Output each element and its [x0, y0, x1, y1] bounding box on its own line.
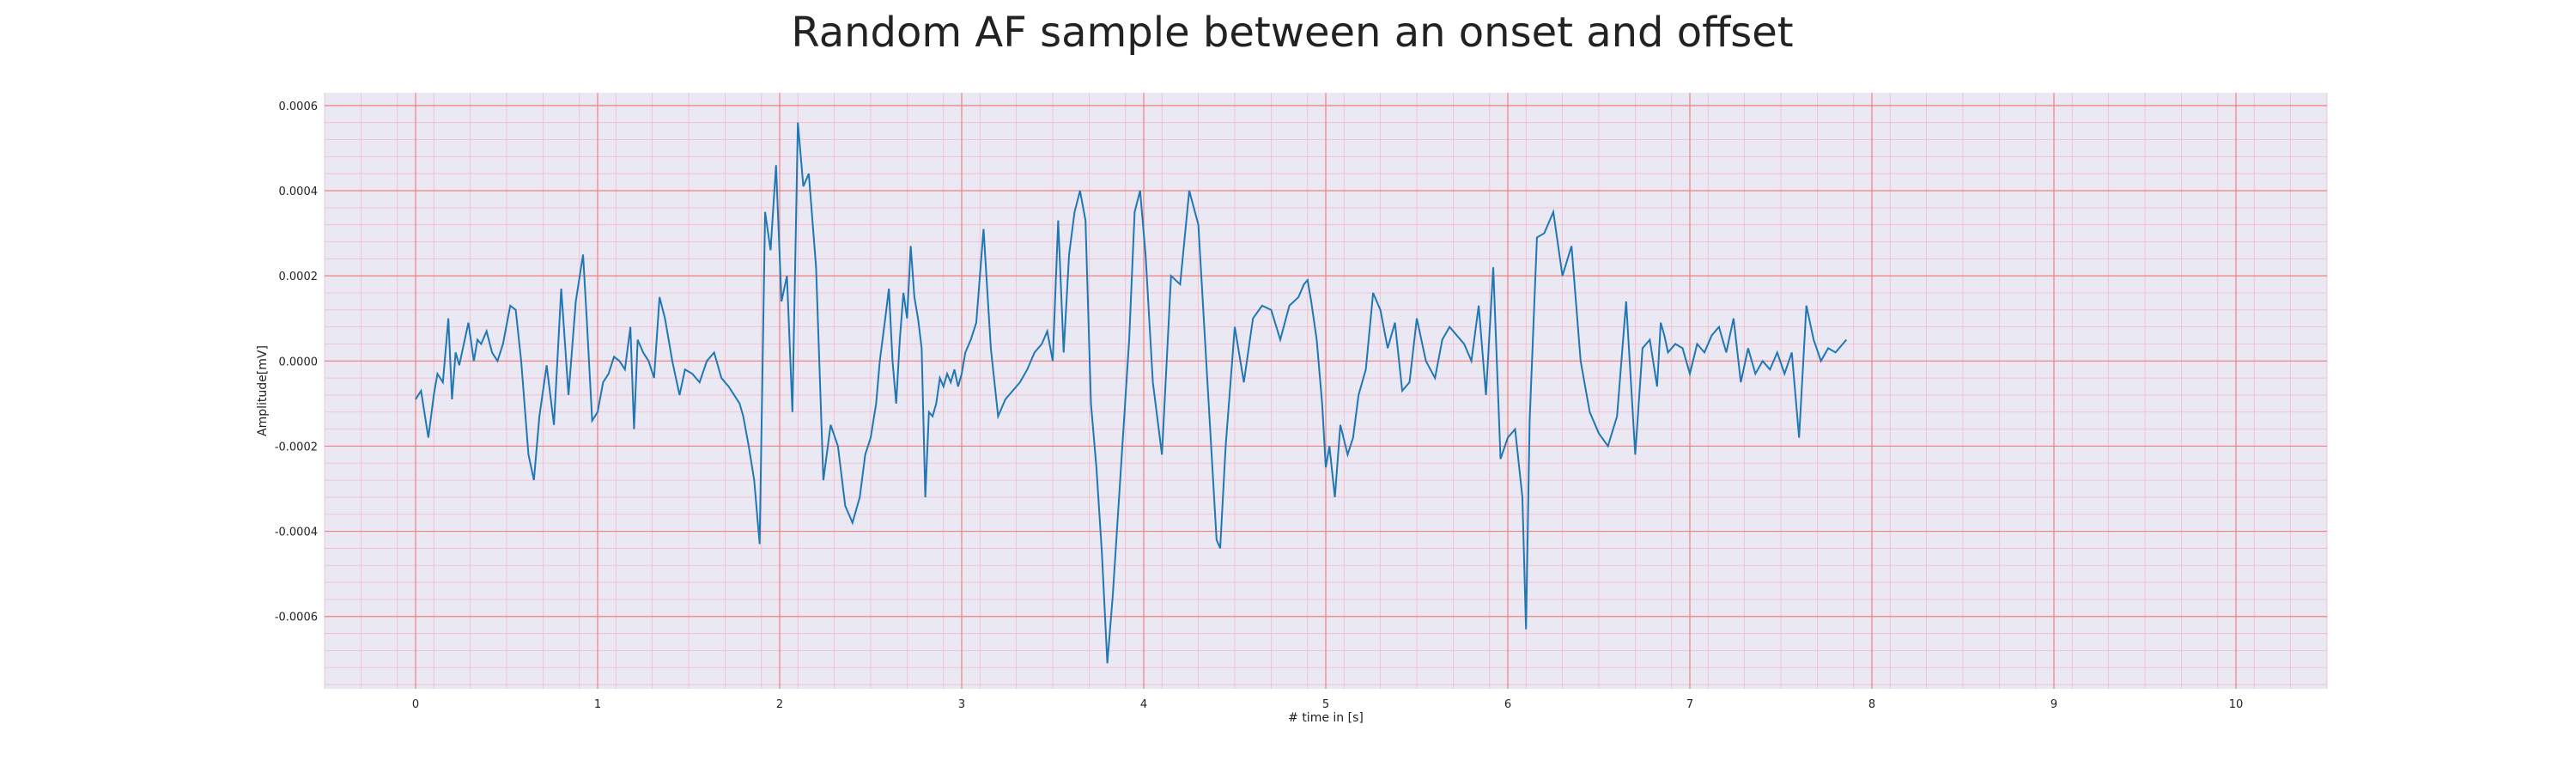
y-tick-label: -0.0002 — [275, 441, 318, 453]
x-tick-label: 9 — [2050, 698, 2057, 711]
x-tick-label: 8 — [1868, 698, 1875, 711]
x-tick-label: 10 — [2229, 698, 2244, 711]
x-axis-label: # time in [s] — [1288, 711, 1364, 725]
amplitude-series-line — [415, 122, 1848, 664]
x-tick-label: 1 — [594, 698, 601, 711]
y-axis-label: Amplitude[mV] — [256, 345, 270, 436]
y-tick-labels: 0.0006 0.0004 0.0002 0.0000 -0.0002 -0.0004 -0… — [275, 100, 318, 624]
y-tick-label: 0.0004 — [279, 186, 319, 198]
chart-title: Random AF sample between an onset and of… — [791, 9, 1793, 57]
x-tick-label: 6 — [1504, 698, 1511, 711]
x-tick-label: 5 — [1322, 698, 1329, 711]
x-tick-labels: 0 1 2 3 4 5 6 7 8 9 10 — [412, 698, 2243, 711]
y-tick-label: 0.0002 — [279, 271, 319, 283]
y-tick-label: 0.0006 — [279, 100, 319, 113]
y-tick-label: -0.0004 — [275, 526, 318, 539]
x-tick-label: 2 — [776, 698, 783, 711]
x-tick-label: 0 — [412, 698, 419, 711]
x-tick-label: 7 — [1686, 698, 1693, 711]
y-tick-label: -0.0006 — [275, 612, 318, 624]
major-grid — [325, 93, 2327, 689]
x-tick-label: 4 — [1140, 698, 1147, 711]
y-tick-label: 0.0000 — [279, 356, 319, 368]
x-tick-label: 3 — [958, 698, 965, 711]
